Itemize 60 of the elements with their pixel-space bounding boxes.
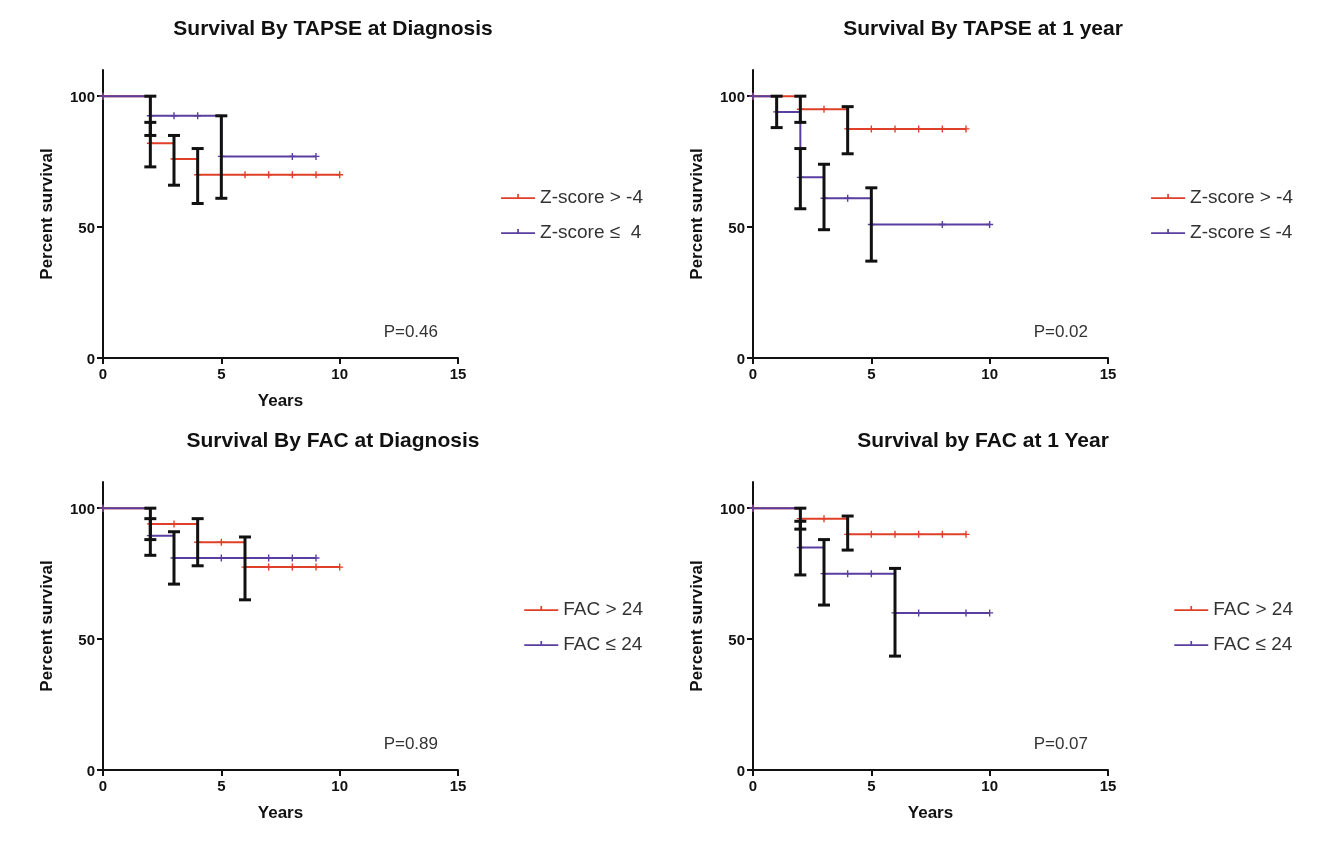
x-tick-label: 0 xyxy=(748,777,758,794)
x-tick-label: 5 xyxy=(217,365,226,382)
point xyxy=(962,530,970,538)
x-tick-label: 10 xyxy=(331,777,349,794)
x-tick-label: 5 xyxy=(867,365,876,382)
y-axis-title: Percent survival xyxy=(37,148,56,280)
point xyxy=(170,112,178,120)
x-tick-label: 10 xyxy=(331,365,349,382)
legend-label: FAC > 24 xyxy=(1213,598,1294,619)
x-tick-label: 15 xyxy=(449,365,467,382)
legend-label: Z-score ≤ 4 xyxy=(540,221,642,242)
x-tick-label: 15 xyxy=(449,777,467,794)
y-tick-label: 100 xyxy=(69,499,95,517)
x-tick-label: 0 xyxy=(748,365,758,382)
chart-title: Survival By TAPSE at 1 year xyxy=(843,16,1123,39)
y-tick-label: 0 xyxy=(736,349,745,367)
y-tick-label: 100 xyxy=(69,87,95,105)
point xyxy=(820,515,828,523)
annotation: P=0.02 xyxy=(1033,322,1089,341)
y-tick-label: 50 xyxy=(728,218,745,236)
legend-label: Z-score > -4 xyxy=(1190,186,1294,207)
chart-title: Survival By FAC at Diagnosis xyxy=(186,428,480,451)
x-tick-label: 5 xyxy=(867,777,876,794)
legend-label: FAC > 24 xyxy=(563,598,644,619)
y-tick-label: 100 xyxy=(719,87,745,105)
x-axis-title: Years xyxy=(257,391,304,410)
y-axis-title: Percent survival xyxy=(37,560,56,692)
chart-title: Survival by FAC at 1 Year xyxy=(857,428,1109,451)
y-tick-label: 0 xyxy=(86,349,95,367)
y-tick-label: 100 xyxy=(719,499,745,517)
x-axis-title: Years xyxy=(907,803,954,822)
legend-label: FAC ≤ 24 xyxy=(1213,633,1293,654)
point xyxy=(891,530,899,538)
y-tick-label: 50 xyxy=(728,630,745,648)
y-tick-label: 0 xyxy=(736,761,745,779)
point xyxy=(820,105,828,113)
annotation: P=0.07 xyxy=(1033,734,1089,753)
point xyxy=(312,171,320,179)
legend-label: Z-score > -4 xyxy=(540,186,644,207)
x-tick-label: 0 xyxy=(98,777,108,794)
y-tick-label: 50 xyxy=(78,218,95,236)
point xyxy=(312,152,320,160)
y-tick-label: 0 xyxy=(86,761,95,779)
legend-label: Z-score ≤ -4 xyxy=(1190,221,1293,242)
x-tick-label: 10 xyxy=(981,777,999,794)
x-tick-label: 15 xyxy=(1099,777,1117,794)
x-tick-label: 0 xyxy=(98,365,108,382)
chart-title: Survival By TAPSE at Diagnosis xyxy=(173,16,493,39)
y-axis-title: Percent survival xyxy=(687,148,706,280)
y-tick-label: 50 xyxy=(78,630,95,648)
x-tick-label: 10 xyxy=(981,365,999,382)
x-tick-label: 15 xyxy=(1099,365,1117,382)
annotation: P=0.46 xyxy=(383,322,439,341)
point xyxy=(194,112,202,120)
x-axis-title: Years xyxy=(257,803,304,822)
point xyxy=(241,171,249,179)
legend-label: FAC ≤ 24 xyxy=(563,633,643,654)
y-axis-title: Percent survival xyxy=(687,560,706,692)
annotation: P=0.89 xyxy=(383,734,439,753)
x-tick-label: 5 xyxy=(217,777,226,794)
